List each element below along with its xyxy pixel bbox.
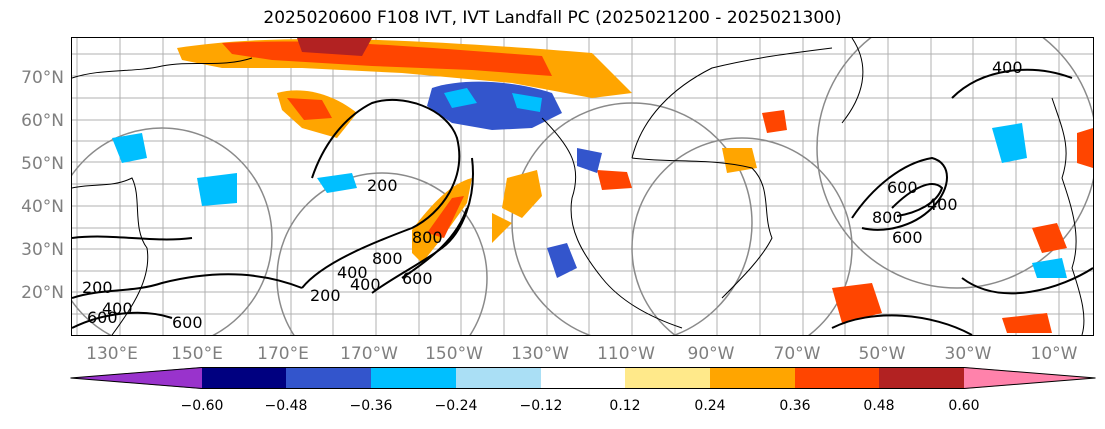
colorbar-segment <box>70 367 202 389</box>
lat-label: 20°N <box>21 283 64 303</box>
colorbar <box>70 367 1096 389</box>
colorbar-tick-label: −0.24 <box>434 398 478 414</box>
lon-label: 170°E <box>257 344 309 364</box>
lon-label: 70°W <box>773 344 821 364</box>
lat-label: 30°N <box>21 240 64 260</box>
lat-label: 60°N <box>21 111 64 131</box>
map-title: 2025020600 F108 IVT, IVT Landfall PC (20… <box>263 8 842 28</box>
lon-label: 130°W <box>511 344 569 364</box>
contour-label: 400 <box>102 299 133 318</box>
colorbar-segment <box>795 367 879 389</box>
lon-label: 150°E <box>171 344 223 364</box>
contour-label: 400 <box>927 195 958 214</box>
colorbar-segment <box>879 367 964 389</box>
colorbar-segment <box>286 367 371 389</box>
lon-label: 170°W <box>340 344 398 364</box>
lon-label: 50°W <box>858 344 906 364</box>
contour-label: 600 <box>402 269 433 288</box>
ivt-contours <box>72 68 1093 335</box>
colorbar-tick-label: −0.36 <box>349 398 393 414</box>
contour-label: 200 <box>310 286 341 305</box>
lat-label: 50°N <box>21 154 64 174</box>
colorbar-tick-label: 0.48 <box>863 398 895 414</box>
colorbar-tick-label: 0.12 <box>609 398 641 414</box>
contour-label: 800 <box>872 208 903 227</box>
colorbar-segment <box>964 367 1096 389</box>
colorbar-tick-label: 0.36 <box>779 398 811 414</box>
lon-label: 90°W <box>687 344 735 364</box>
contour-label: 800 <box>412 228 443 247</box>
ivt-shading <box>112 38 1093 333</box>
colorbar-segment <box>710 367 795 389</box>
colorbar-segment <box>541 367 625 389</box>
colorbar-outline <box>70 367 1096 389</box>
colorbar-tick-label: 0.60 <box>948 398 980 414</box>
lon-label: 110°W <box>597 344 655 364</box>
colorbar-segment <box>371 367 456 389</box>
lon-label: 10°W <box>1030 344 1078 364</box>
contour-label: 600 <box>87 308 118 327</box>
contour-label: 800 <box>372 249 403 268</box>
contour-label: 400 <box>992 58 1023 77</box>
colorbar-tick-label: −0.60 <box>180 398 224 414</box>
contour-label: 200 <box>82 278 113 297</box>
contour-label: 600 <box>892 228 923 247</box>
lon-label: 130°E <box>86 344 138 364</box>
lat-label: 40°N <box>21 197 64 217</box>
colorbar-tick-label: −0.12 <box>519 398 563 414</box>
colorbar-segment <box>625 367 710 389</box>
lon-label: 30°W <box>944 344 992 364</box>
contour-label-group: 200 400 600 800 200 400 800 200 400 600 … <box>82 58 1023 332</box>
lon-label: 150°W <box>425 344 483 364</box>
lat-label: 70°N <box>21 68 64 88</box>
colorbar-tick-label: 0.24 <box>694 398 726 414</box>
map-canvas: 200 400 600 800 200 400 800 200 400 600 … <box>72 38 1093 335</box>
contour-label: 600 <box>172 313 203 332</box>
contour-label: 400 <box>350 275 381 294</box>
contour-label: 600 <box>887 178 918 197</box>
contour-label: 200 <box>367 176 398 195</box>
contour-label: 400 <box>337 263 368 282</box>
colorbar-tick-label: −0.48 <box>264 398 308 414</box>
colorbar-segment <box>202 367 286 389</box>
map-panel: 200 400 600 800 200 400 800 200 400 600 … <box>71 37 1094 336</box>
coastlines <box>72 38 1085 335</box>
colorbar-segment <box>456 367 541 389</box>
